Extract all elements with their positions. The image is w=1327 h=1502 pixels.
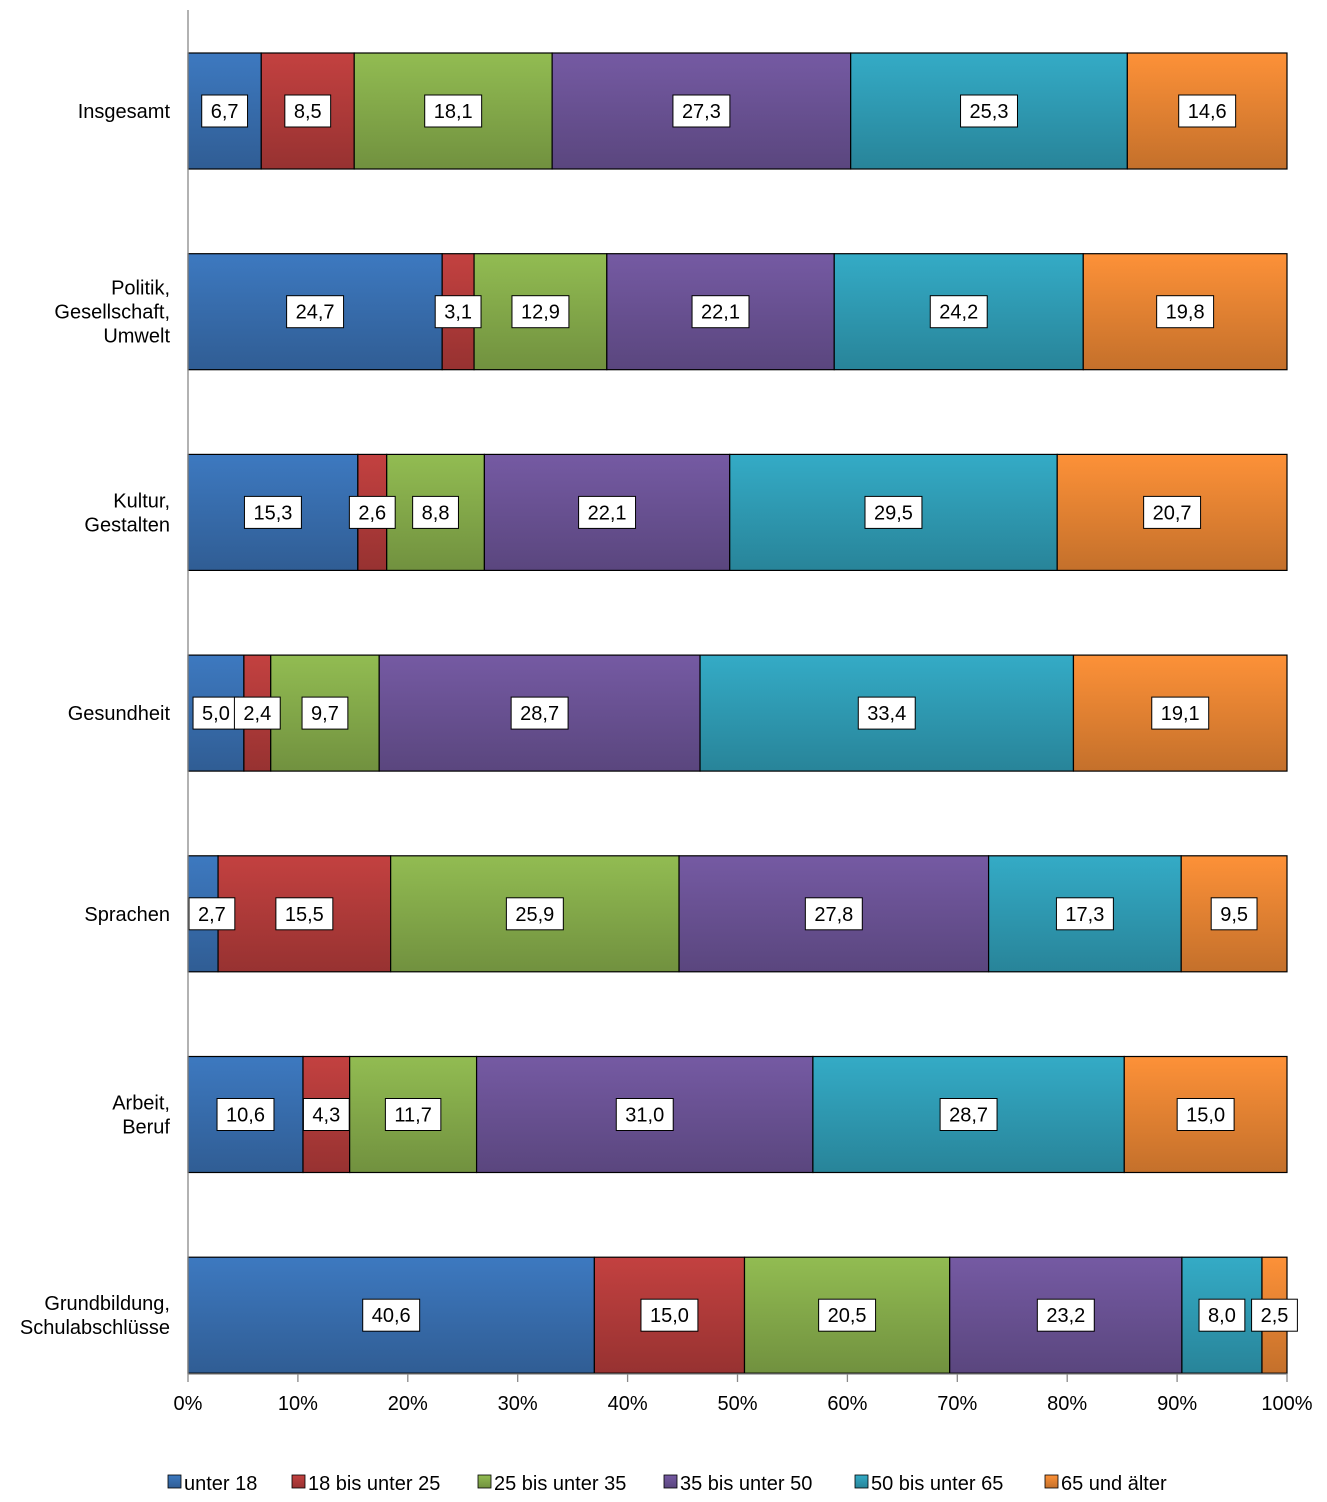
data-label: 8,8 — [422, 502, 450, 524]
legend: unter 18 18 bis unter 25 25 bis unter 35 35… — [168, 1473, 1167, 1495]
data-label: 2,5 — [1261, 1305, 1289, 1327]
data-label: 8,5 — [294, 101, 322, 123]
data-label: 33,4 — [867, 703, 906, 725]
x-tick-label: 60% — [827, 1393, 867, 1415]
data-label: 24,7 — [296, 302, 335, 324]
legend-label: 50 bis unter 65 — [871, 1473, 1003, 1495]
data-label: 19,1 — [1161, 703, 1200, 725]
data-label: 9,5 — [1220, 904, 1248, 926]
legend-label: 18 bis unter 25 — [308, 1473, 440, 1495]
data-label: 31,0 — [625, 1105, 664, 1127]
x-tick-label: 90% — [1157, 1393, 1197, 1415]
data-label: 10,6 — [226, 1105, 265, 1127]
data-label: 15,0 — [1186, 1105, 1225, 1127]
category-label: Sprachen — [84, 904, 170, 926]
data-label: 22,1 — [701, 302, 740, 324]
x-tick-label: 0% — [174, 1393, 203, 1415]
data-label: 23,2 — [1046, 1305, 1085, 1327]
category-label: Insgesamt — [78, 101, 171, 123]
data-label: 2,6 — [358, 502, 386, 524]
data-label: 28,7 — [520, 703, 559, 725]
data-label: 17,3 — [1065, 904, 1104, 926]
data-label: 2,7 — [198, 904, 226, 926]
x-tick-label: 10% — [278, 1393, 318, 1415]
legend-swatch — [168, 1475, 181, 1488]
legend-label: 25 bis unter 35 — [494, 1473, 626, 1495]
data-label: 15,3 — [253, 502, 292, 524]
category-label: Politik, Gesellschaft, Umwelt — [54, 278, 170, 348]
category-label: Grundbildung, Schulabschlüsse — [20, 1293, 170, 1339]
category-labels-group: Insgesamt Politik, Gesellschaft, Umwelt Kult… — [20, 101, 171, 1339]
data-label: 3,1 — [444, 302, 472, 324]
data-label: 18,1 — [434, 101, 473, 123]
legend-swatch — [478, 1475, 491, 1488]
data-label: 4,3 — [312, 1105, 340, 1127]
data-label: 9,7 — [311, 703, 339, 725]
data-label: 14,6 — [1188, 101, 1227, 123]
x-tick-label: 70% — [937, 1393, 977, 1415]
data-label: 2,4 — [243, 703, 271, 725]
data-label: 11,7 — [394, 1105, 431, 1127]
data-label: 40,6 — [372, 1305, 411, 1327]
data-label: 27,8 — [814, 904, 853, 926]
category-label: Kultur, Gestalten — [84, 490, 170, 536]
data-label: 20,5 — [828, 1305, 867, 1327]
legend-label: 35 bis unter 50 — [680, 1473, 812, 1495]
data-label: 19,8 — [1166, 302, 1205, 324]
data-label: 6,7 — [211, 101, 239, 123]
legend-swatch — [855, 1475, 868, 1488]
x-tick-label: 50% — [717, 1393, 757, 1415]
data-label: 27,3 — [682, 101, 721, 123]
legend-swatch — [1045, 1475, 1058, 1488]
legend-label: unter 18 — [184, 1473, 257, 1495]
legend-label: 65 und älter — [1061, 1473, 1167, 1495]
x-tick-label: 40% — [608, 1393, 648, 1415]
data-label: 20,7 — [1153, 502, 1192, 524]
data-label: 22,1 — [588, 502, 627, 524]
data-label: 24,2 — [939, 302, 978, 324]
legend-swatch — [292, 1475, 305, 1488]
data-label: 25,3 — [970, 101, 1009, 123]
category-label: Gesundheit — [68, 703, 171, 725]
category-label: Arbeit, Beruf — [112, 1093, 170, 1139]
x-tick-label: 30% — [498, 1393, 538, 1415]
data-label: 8,0 — [1208, 1305, 1236, 1327]
data-label: 25,9 — [515, 904, 554, 926]
data-label: 12,9 — [521, 302, 560, 324]
legend-swatch — [664, 1475, 677, 1488]
data-label: 15,5 — [285, 904, 324, 926]
data-label: 28,7 — [949, 1105, 988, 1127]
x-tick-label: 20% — [388, 1393, 428, 1415]
bars-group — [188, 53, 1287, 1373]
data-label: 15,0 — [650, 1305, 689, 1327]
x-tick-label: 80% — [1047, 1393, 1087, 1415]
data-label: 5,0 — [202, 703, 230, 725]
data-label: 29,5 — [874, 502, 913, 524]
x-tick-label: 100% — [1261, 1393, 1312, 1415]
